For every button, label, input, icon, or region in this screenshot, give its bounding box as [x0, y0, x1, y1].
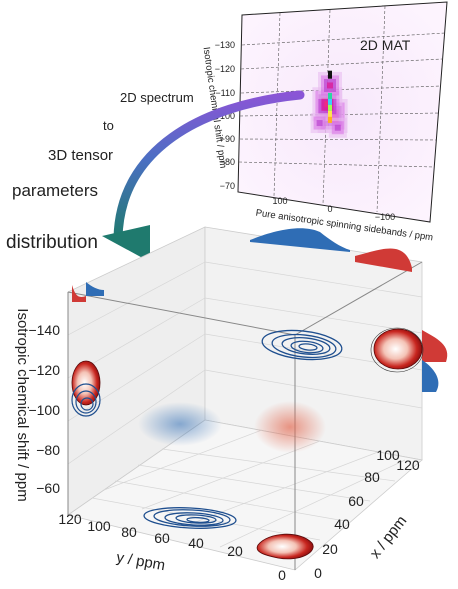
annotation-line-4: parameters — [12, 181, 98, 200]
mat-gridlines — [238, 5, 446, 213]
projection-blue-back — [261, 329, 343, 361]
projection-blue-floor — [143, 507, 237, 529]
x-tick-label: 80 — [364, 469, 380, 485]
y-ticks: 120 100 80 60 40 20 0 — [58, 511, 286, 583]
x-tick-label: 40 — [334, 516, 350, 532]
y-axis-label: y / ppm — [115, 549, 166, 574]
mat-heatmap-cell — [328, 104, 332, 111]
mat-x-tick-label: 100 — [272, 196, 287, 206]
z-tick-label: −120 — [28, 362, 60, 378]
right-marginal-blue — [422, 360, 439, 392]
annotation-line-3: 3D tensor — [48, 147, 113, 164]
mat-heatmap-cell — [327, 82, 333, 89]
mat-y-tick-label: −70 — [220, 181, 235, 191]
mat-y-ticks: −130 −120 −110 −100 −90 −80 −70 — [215, 40, 235, 191]
y-tick-label: 120 — [58, 511, 82, 527]
transform-arrow — [102, 90, 305, 262]
x-tick-label: 0 — [314, 565, 322, 581]
z-ticks: −140 −120 −100 −80 −60 — [28, 322, 60, 496]
mat-inset: 2D MAT −130 −120 −110 −100 −90 −80 −70 100 0 −10… — [201, 1, 448, 243]
mat-y-tick-label: −90 — [220, 134, 235, 144]
x-axis-label: x / ppm — [367, 513, 411, 562]
x-tick-label: 60 — [348, 493, 364, 509]
mat-y-tick-label: −130 — [215, 40, 235, 50]
mat-y-tick-label: −110 — [215, 88, 235, 98]
mat-y-tick-label: −80 — [220, 157, 235, 167]
mat-heatmap-cell — [328, 110, 332, 117]
z-tick-label: −80 — [36, 442, 60, 458]
x-tick-label: 20 — [322, 541, 338, 557]
y-tick-label: 40 — [188, 535, 204, 551]
mat-x-tick-label: 0 — [327, 204, 332, 214]
y-tick-label: 80 — [121, 524, 137, 540]
annotation-line-2: to — [103, 118, 114, 133]
mat-heatmap-cell — [328, 116, 332, 123]
mat-x-ticks: 100 0 −100 — [272, 196, 395, 222]
mat-heatmap-cell — [328, 98, 332, 105]
left-marginal-red — [72, 285, 86, 302]
x-tick-label: 100 — [376, 447, 400, 463]
z-tick-label: −100 — [28, 402, 60, 418]
mat-y-tick-label: −120 — [215, 64, 235, 74]
x-tick-label: 120 — [396, 457, 420, 473]
tensor-blob-blue — [138, 402, 222, 446]
mat-heatmap-cell — [334, 124, 341, 131]
top-marginal-red — [355, 248, 412, 272]
mat-y-tick-label: −100 — [215, 111, 235, 121]
projection-red-back — [370, 327, 424, 373]
mat-heatmap-cell — [328, 92, 332, 99]
mat-title: 2D MAT — [360, 37, 411, 53]
mat-heatmap — [310, 70, 348, 138]
mat-heatmap-cell — [316, 120, 323, 127]
annotation-line-1: 2D spectrum — [120, 90, 194, 105]
floor-pane — [67, 419, 423, 571]
mat-x-tick-label: −100 — [375, 212, 395, 222]
tensor-blob-red — [254, 401, 326, 453]
right-marginal-red — [422, 330, 448, 362]
y-tick-label: 60 — [154, 530, 170, 546]
mat-heatmap-cell — [324, 101, 331, 108]
projection-red-floor — [256, 533, 314, 560]
y-tick-label: 100 — [87, 518, 111, 534]
y-tick-label: 20 — [227, 543, 243, 559]
z-tick-label: −60 — [36, 480, 60, 496]
top-marginal-blue — [250, 228, 350, 252]
mat-heatmap-cell — [328, 70, 332, 79]
left-marginal-blue — [86, 282, 104, 296]
z-axis-label: Isotropic chemical shift / ppm — [14, 308, 31, 501]
y-tick-label: 0 — [278, 567, 286, 583]
projection-blue-left — [71, 383, 101, 417]
annotation-line-5: distribution — [6, 232, 98, 253]
z-tick-label: −140 — [28, 322, 60, 338]
tensor-3d-plot: −140−120−100−80−60 120 100 80 60 40 200 02040… — [14, 226, 448, 583]
